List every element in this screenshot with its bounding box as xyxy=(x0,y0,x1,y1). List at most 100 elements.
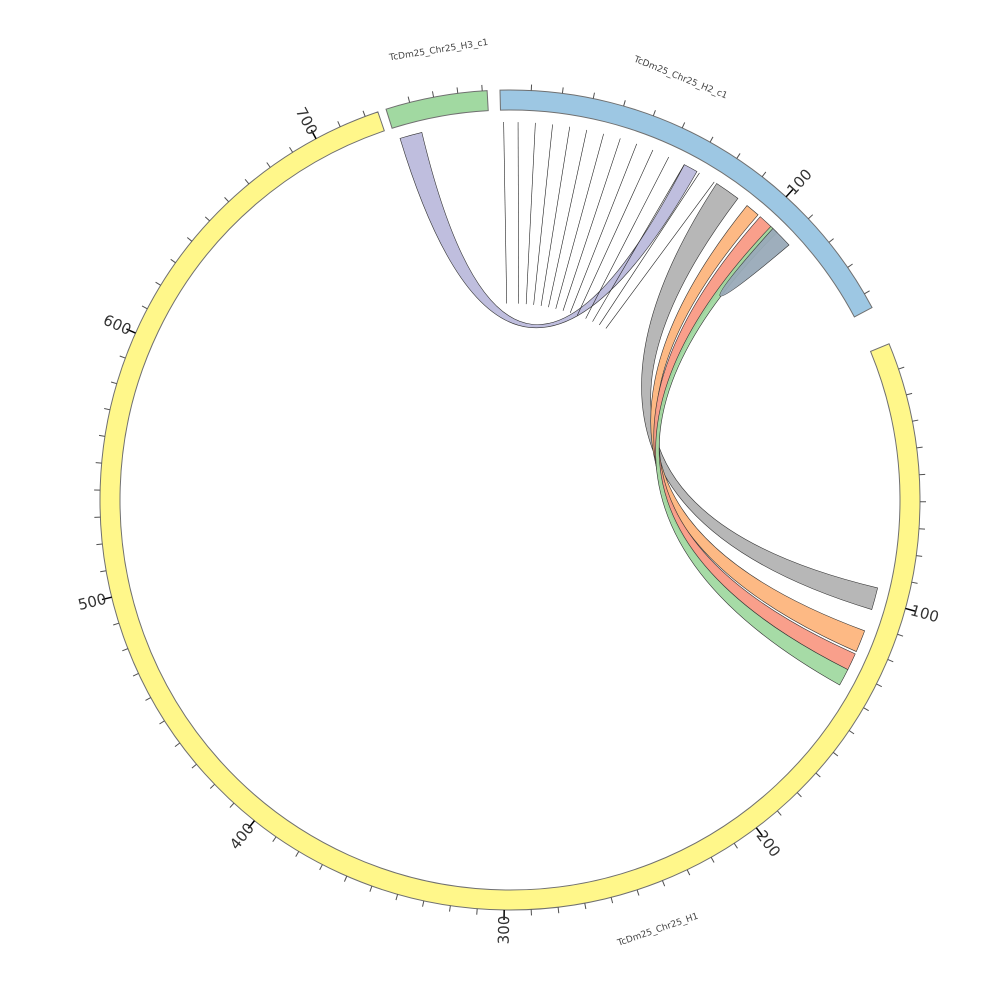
major-tick-tcdm25-chr25-h1-500 xyxy=(101,596,112,601)
minor-tick-tcdm25-chr25-h1-490 xyxy=(113,622,120,626)
minor-tick-tcdm25-chr25-h2-c1-20 xyxy=(561,87,564,94)
minor-tick-tcdm25-chr25-h1-110 xyxy=(897,633,904,637)
major-tick-tcdm25-chr25-h1-200 xyxy=(755,827,763,837)
links-layer xyxy=(399,132,878,686)
segment-label-tcdm25-chr25-h1: TcDm25_Chr25_H1 xyxy=(616,912,700,949)
minor-tick-tcdm25-chr25-h2-c1-70 xyxy=(709,136,714,143)
minor-tick-tcdm25-chr25-h1-20 xyxy=(906,392,913,396)
minor-tick-tcdm25-chr25-h1-550 xyxy=(95,462,102,464)
minor-tick-tcdm25-chr25-h1-650 xyxy=(204,216,210,222)
minor-tick-tcdm25-chr25-h1-80 xyxy=(916,555,923,557)
segment-label-tcdm25-chr25-h2-c1: TcDm25_Chr25_H2_c1 xyxy=(631,54,728,101)
minor-tick-tcdm25-chr25-h1-660 xyxy=(224,197,230,203)
tick-label-tcdm25-chr25-h1-100: 100 xyxy=(908,601,940,626)
minor-tick-tcdm25-chr25-h1-720 xyxy=(362,110,366,117)
minor-tick-tcdm25-chr25-h1-130 xyxy=(876,683,883,688)
thin-link-7 xyxy=(562,138,621,311)
minor-tick-tcdm25-chr25-h1-480 xyxy=(122,648,129,652)
minor-tick-tcdm25-chr25-h1-10 xyxy=(898,366,905,370)
tick-label-tcdm25-chr25-h1-500: 500 xyxy=(76,590,108,614)
minor-tick-tcdm25-chr25-h2-c1-90 xyxy=(761,171,767,178)
thin-link-6 xyxy=(555,133,604,309)
minor-tick-tcdm25-chr25-h1-680 xyxy=(266,162,271,168)
minor-tick-tcdm25-chr25-h1-190 xyxy=(776,810,782,816)
thin-link-12 xyxy=(599,172,700,326)
thin-links-layer xyxy=(503,122,715,329)
segments-layer xyxy=(99,89,921,911)
minor-tick-tcdm25-chr25-h1-710 xyxy=(337,121,341,128)
minor-tick-tcdm25-chr25-h1-640 xyxy=(186,237,193,242)
minor-tick-tcdm25-chr25-h1-450 xyxy=(159,720,165,725)
minor-tick-tcdm25-chr25-h3-c1-10 xyxy=(407,96,411,103)
minor-tick-tcdm25-chr25-h1-380 xyxy=(295,851,300,857)
thin-link-9 xyxy=(577,149,654,316)
minor-tick-tcdm25-chr25-h1-570 xyxy=(104,408,111,411)
thin-link-8 xyxy=(569,143,637,313)
segment-tcdm25-chr25-h2-c1 xyxy=(499,89,873,318)
minor-tick-tcdm25-chr25-h2-c1-80 xyxy=(736,153,741,159)
tick-label-tcdm25-chr25-h1-300: 300 xyxy=(495,916,513,945)
minor-tick-tcdm25-chr25-h1-580 xyxy=(110,381,117,385)
minor-tick-tcdm25-chr25-h1-470 xyxy=(132,673,139,677)
minor-tick-tcdm25-chr25-h1-250 xyxy=(636,889,640,896)
major-tick-tcdm25-chr25-h1-400 xyxy=(247,820,256,829)
minor-tick-tcdm25-chr25-h1-670 xyxy=(244,178,250,185)
major-tick-tcdm25-chr25-h2-c1-100 xyxy=(785,188,794,198)
major-tick-tcdm25-chr25-h1-700 xyxy=(310,129,317,140)
segment-tcdm25-chr25-h1 xyxy=(99,111,921,911)
minor-tick-tcdm25-chr25-h2-c1-60 xyxy=(681,122,686,129)
minor-tick-tcdm25-chr25-h1-610 xyxy=(141,305,148,310)
minor-tick-tcdm25-chr25-h1-90 xyxy=(911,581,918,584)
minor-tick-tcdm25-chr25-h1-590 xyxy=(119,355,126,359)
minor-tick-tcdm25-chr25-h1-390 xyxy=(272,836,277,842)
minor-tick-tcdm25-chr25-h1-520 xyxy=(96,543,103,546)
link-ribbon-4 xyxy=(719,227,790,297)
minor-tick-tcdm25-chr25-h1-460 xyxy=(145,697,151,701)
tick-label-tcdm25-chr25-h1-700: 700 xyxy=(292,104,321,138)
major-tick-tcdm25-chr25-h1-600 xyxy=(126,328,136,334)
thin-link-4 xyxy=(540,126,571,306)
minor-tick-tcdm25-chr25-h1-210 xyxy=(733,842,738,849)
thin-link-0 xyxy=(503,122,507,304)
minor-tick-tcdm25-chr25-h1-360 xyxy=(343,875,348,882)
minor-tick-tcdm25-chr25-h1-120 xyxy=(887,658,894,663)
link-ribbon-0 xyxy=(641,183,878,610)
ticks-layer xyxy=(94,84,927,920)
minor-tick-tcdm25-chr25-h1-40 xyxy=(916,446,923,449)
major-tick-tcdm25-chr25-h1-100 xyxy=(905,607,916,612)
thin-link-10 xyxy=(585,156,670,319)
minor-tick-tcdm25-chr25-h1-180 xyxy=(796,792,802,798)
minor-tick-tcdm25-chr25-h1-170 xyxy=(815,772,821,778)
minor-tick-tcdm25-chr25-h2-c1-140 xyxy=(864,290,870,295)
thin-link-13 xyxy=(605,181,715,329)
thin-link-3 xyxy=(533,124,553,305)
minor-tick-tcdm25-chr25-h3-c1-20 xyxy=(431,91,435,98)
link-ribbon-2 xyxy=(653,216,856,671)
minor-tick-tcdm25-chr25-h1-410 xyxy=(229,802,235,808)
thin-link-5 xyxy=(548,129,588,308)
minor-tick-tcdm25-chr25-h1-340 xyxy=(395,894,399,901)
minor-tick-tcdm25-chr25-h1-270 xyxy=(584,903,587,910)
minor-tick-tcdm25-chr25-h1-280 xyxy=(557,907,560,914)
segment-tcdm25-chr25-h3-c1 xyxy=(385,90,489,129)
minor-tick-tcdm25-chr25-h1-30 xyxy=(912,419,919,422)
minor-tick-tcdm25-chr25-h1-560 xyxy=(98,434,106,437)
tick-label-tcdm25-chr25-h1-600: 600 xyxy=(101,311,134,339)
minor-tick-tcdm25-chr25-h3-c1-30 xyxy=(456,87,459,94)
minor-tick-tcdm25-chr25-h1-510 xyxy=(100,570,107,573)
minor-tick-tcdm25-chr25-h1-420 xyxy=(209,783,215,789)
thin-link-1 xyxy=(517,122,519,304)
minor-tick-tcdm25-chr25-h1-330 xyxy=(422,900,425,907)
minor-tick-tcdm25-chr25-h1-440 xyxy=(174,742,181,747)
minor-tick-tcdm25-chr25-h1-690 xyxy=(289,146,294,153)
minor-tick-tcdm25-chr25-h1-260 xyxy=(610,897,614,904)
minor-tick-tcdm25-chr25-h1-630 xyxy=(170,258,176,264)
thin-link-11 xyxy=(592,164,685,322)
thin-link-2 xyxy=(525,122,536,305)
minor-tick-tcdm25-chr25-h2-c1-30 xyxy=(592,92,595,99)
link-ribbon-5 xyxy=(399,132,698,329)
link-ribbon-1 xyxy=(650,205,866,652)
minor-tick-tcdm25-chr25-h1-240 xyxy=(661,880,666,887)
minor-tick-tcdm25-chr25-h2-c1-130 xyxy=(847,263,853,268)
